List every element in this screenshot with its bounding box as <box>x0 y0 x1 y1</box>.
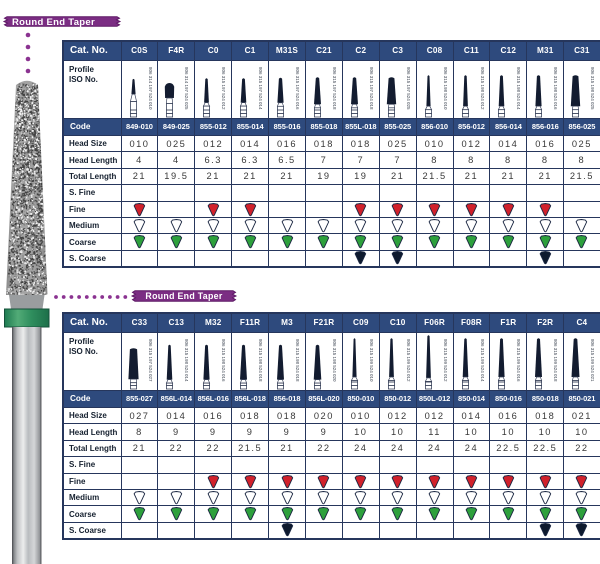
svg-text:806 315 199 524 012: 806 315 199 524 012 <box>442 339 447 382</box>
svg-text:806 315 198 524 016: 806 315 198 524 016 <box>221 339 226 382</box>
svg-text:806 315 197 524 016: 806 315 197 524 016 <box>295 67 300 110</box>
svg-text:806 315 197 524 027: 806 315 197 524 027 <box>147 339 152 382</box>
svg-text:806 315 199 524 010: 806 315 199 524 010 <box>369 339 374 382</box>
svg-text:806 315 197 524 018: 806 315 197 524 018 <box>332 67 337 110</box>
svg-text:806 315 199 524 016: 806 315 199 524 016 <box>516 339 521 382</box>
svg-text:806 315 198 524 018: 806 315 198 524 018 <box>258 339 263 382</box>
svg-text:806 315 199 524 018: 806 315 199 524 018 <box>553 339 558 382</box>
svg-text:Round End Taper: Round End Taper <box>145 291 222 301</box>
svg-text:Round End Taper: Round End Taper <box>12 17 95 27</box>
svg-text:806 315 197 524 014: 806 315 197 524 014 <box>258 67 263 110</box>
svg-text:806 315 198 524 025: 806 315 198 524 025 <box>590 67 595 110</box>
svg-text:806 315 198 524 014: 806 315 198 524 014 <box>184 339 189 382</box>
svg-text:806 314 197 524 010: 806 314 197 524 010 <box>147 67 152 110</box>
svg-text:806 315 198 524 014: 806 315 198 524 014 <box>516 67 521 110</box>
svg-text:806 315 197 524 025: 806 315 197 524 025 <box>406 67 411 110</box>
svg-text:806 315 197 524 012: 806 315 197 524 012 <box>221 67 226 110</box>
svg-text:806 315 198 524 018: 806 315 198 524 018 <box>295 339 300 382</box>
svg-text:806 315 198 524 012: 806 315 198 524 012 <box>479 67 484 110</box>
svg-text:806 315 198 524 016: 806 315 198 524 016 <box>553 67 558 110</box>
svg-text:806 315 199 524 014: 806 315 199 524 014 <box>479 339 484 382</box>
svg-text:806 315 198 524 020: 806 315 198 524 020 <box>332 339 337 382</box>
svg-text:806 315 198 524 010: 806 315 198 524 010 <box>442 67 447 110</box>
svg-text:806 315 199 524 012: 806 315 199 524 012 <box>406 339 411 382</box>
svg-text:806 314 197 524 025: 806 314 197 524 025 <box>184 67 189 110</box>
svg-text:806 315 199 524 021: 806 315 199 524 021 <box>590 339 595 382</box>
svg-text:806 315 197 524 018: 806 315 197 524 018 <box>369 67 374 110</box>
